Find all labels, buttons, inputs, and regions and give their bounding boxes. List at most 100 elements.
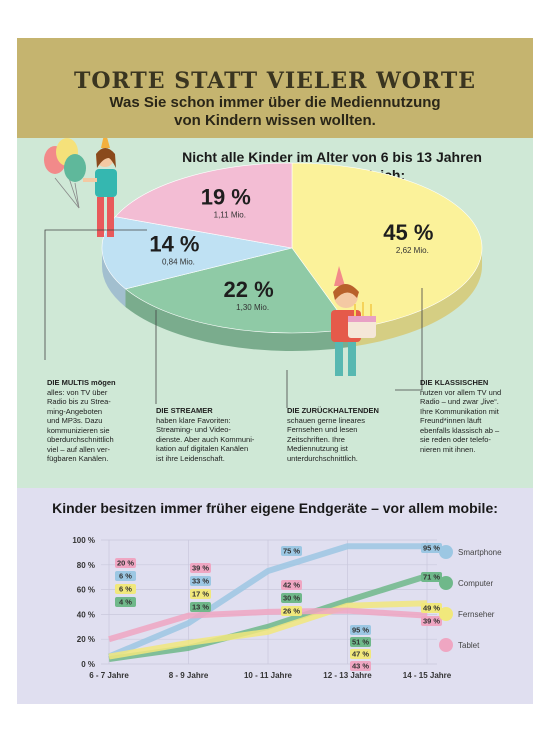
leader-klassisch xyxy=(395,288,423,391)
point-label: 26 % xyxy=(283,607,300,616)
series-line-tablet xyxy=(108,607,428,643)
point-label: 43 % xyxy=(352,662,369,671)
point-label-badge xyxy=(115,584,136,594)
desc-zurueck-line: Fernsehen und lesen xyxy=(287,425,358,434)
line-chart: 0 % 20 % 40 % 60 % 80 % 100 % 6 - 7 Jahre 8 - 9… xyxy=(72,536,502,680)
subtitle-line-2: von Kindern wissen wollten. xyxy=(174,112,376,129)
legend-swatch xyxy=(439,576,453,590)
desc-klassisch-line: sie reden oder telefo- xyxy=(420,435,491,444)
point-label-badge xyxy=(281,580,302,590)
desc-streamer-line: dienste. Aber auch Kommuni- xyxy=(156,434,255,444)
y-tick-label: 60 % xyxy=(77,586,95,595)
desc-zurueck-head: DIE ZURÜCKHALTENDEN xyxy=(287,406,379,415)
page-subtitle: Was Sie schon immer über die Mediennutzu… xyxy=(17,94,533,130)
pie-count-label: 0,84 Mio. xyxy=(162,257,195,266)
pie-percent-label: 22 % xyxy=(224,277,274,302)
point-label-badge xyxy=(115,597,136,607)
desc-streamer-line: Streaming- und Video- xyxy=(156,425,231,434)
pie-leader-lines xyxy=(44,229,423,408)
point-label-badge xyxy=(115,571,136,581)
point-label-badge xyxy=(190,563,211,573)
point-label: 6 % xyxy=(119,585,132,594)
point-label: 75 % xyxy=(283,547,300,556)
pie-percent-label: 45 % xyxy=(383,220,433,245)
pie-count-label: 1,30 Mio. xyxy=(236,303,269,312)
line-chart-group: 0 % 20 % 40 % 60 % 80 % 100 % 6 - 7 Jahre 8 - 9… xyxy=(72,536,502,680)
desc-streamer-line: ist ihre Leidenschaft. xyxy=(156,453,225,463)
y-tick-label: 40 % xyxy=(77,610,95,619)
point-label: 42 % xyxy=(283,581,300,590)
pie-percent-label: 14 % xyxy=(149,231,199,256)
point-label: 20 % xyxy=(117,559,134,568)
desc-multis-line: Radio bis zu Strea- xyxy=(47,397,111,406)
legend-swatch xyxy=(439,607,453,621)
point-label-badge xyxy=(350,637,371,647)
pie-percent-label: 19 % xyxy=(201,184,251,209)
line-section-title: Kinder besitzen immer früher eigene Endg… xyxy=(52,500,498,516)
desc-zurueckhaltende: DIE ZURÜCKHALTENDEN schauen gerne linear… xyxy=(287,406,402,463)
point-label-badge xyxy=(190,589,211,599)
point-label: 6 % xyxy=(119,572,132,581)
pie-chart: 45 %2,62 Mio. 22 %1,30 Mio. 14 %0,84 Mio. 1… xyxy=(44,138,483,408)
girl-with-balloons-illustration xyxy=(44,138,117,237)
series-line-smartphone xyxy=(107,543,427,660)
y-tick-label: 0 % xyxy=(81,660,95,669)
point-label-badge xyxy=(115,558,136,568)
point-label: 17 % xyxy=(192,590,209,599)
desc-multis-line: ming-Angeboten xyxy=(47,406,103,416)
desc-zurueck-line: Mediennutzung ist xyxy=(287,444,348,453)
point-label-badge xyxy=(281,546,302,556)
desc-klassisch-line: Radio – und zwar „live“. xyxy=(420,397,499,406)
series-line-computer xyxy=(108,573,428,663)
point-label-badge xyxy=(421,543,442,553)
pie-slice xyxy=(124,247,352,334)
desc-multis-line: viel – auf allen ver- xyxy=(47,444,110,454)
x-tick-label: 12 - 13 Jahre xyxy=(323,671,372,680)
point-label: 95 % xyxy=(423,544,440,553)
desc-streamer-line: haben klare Favoriten: xyxy=(156,415,231,425)
legend-label: Fernseher xyxy=(458,610,495,619)
pie-slice-side xyxy=(125,288,351,351)
desc-zurueck-line: unterdurchschnittlich. xyxy=(287,453,358,463)
pie-count-label: 2,62 Mio. xyxy=(396,246,429,255)
point-label: 30 % xyxy=(283,594,300,603)
leader-multis xyxy=(44,229,147,360)
desc-zurueck-line: Zeitschriften. Ihre xyxy=(287,434,345,444)
point-label-badge xyxy=(190,576,211,586)
desc-streamer-line: kation auf digitalen Kanälen xyxy=(156,444,249,453)
legend-label: Computer xyxy=(458,579,493,588)
pie-slice xyxy=(114,162,293,249)
point-label-badge xyxy=(421,572,442,582)
point-label: 33 % xyxy=(192,577,209,586)
pie-group: 45 %2,62 Mio. 22 %1,30 Mio. 14 %0,84 Mio. 1… xyxy=(101,162,483,351)
point-label-badge xyxy=(350,649,371,659)
desc-klassisch-head: DIE KLASSISCHEN xyxy=(420,378,489,387)
desc-streamer-head: DIE STREAMER xyxy=(156,406,213,415)
point-label: 47 % xyxy=(352,650,369,659)
legend-label: Smartphone xyxy=(458,548,502,557)
desc-zurueck-line: schauen gerne lineares xyxy=(287,415,365,425)
point-label: 39 % xyxy=(423,617,440,626)
point-label-badge xyxy=(350,661,371,671)
x-tick-label: 14 - 15 Jahre xyxy=(403,671,452,680)
x-tick-label: 6 - 7 Jahre xyxy=(89,671,129,680)
header-banner: Torte statt vieler Worte Was Sie schon i… xyxy=(17,38,533,138)
y-tick-label: 100 % xyxy=(72,536,95,545)
point-label: 4 % xyxy=(119,598,132,607)
y-tick-label: 80 % xyxy=(77,561,95,570)
pie-count-label: 1,11 Mio. xyxy=(214,210,246,219)
desc-multis-line: alles: von TV über xyxy=(47,387,108,397)
x-tick-label: 8 - 9 Jahre xyxy=(169,671,209,680)
desc-klassisch-line: Ihre Kommunikation mit xyxy=(420,406,499,416)
point-label-badge xyxy=(421,616,442,626)
point-label-badge xyxy=(281,606,302,616)
pie-section: Nicht alle Kinder im Alter von 6 bis 13 … xyxy=(17,138,533,488)
subtitle-line-1: Was Sie schon immer über die Mediennutzu… xyxy=(109,94,441,111)
line-section: Kinder besitzen immer früher eigene Endg… xyxy=(17,488,533,704)
point-label-badge xyxy=(190,602,211,612)
legend-swatch xyxy=(439,545,453,559)
desc-multis-line: überdurchschnittlich xyxy=(47,435,114,444)
desc-multis: DIE MULTIS mögen alles: von TV über Radi… xyxy=(47,378,157,464)
desc-multis-line: kommunizieren sie xyxy=(47,425,110,435)
legend-label: Tablet xyxy=(458,641,480,650)
